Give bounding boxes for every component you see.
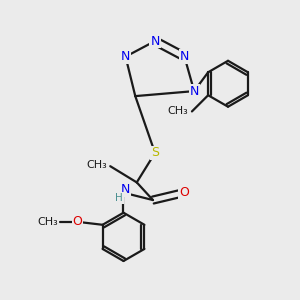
Text: O: O	[179, 186, 189, 199]
Text: N: N	[150, 34, 160, 48]
Text: CH₃: CH₃	[87, 160, 107, 170]
Text: H: H	[115, 193, 123, 203]
Text: N: N	[121, 183, 130, 196]
Text: O: O	[73, 215, 82, 228]
Text: CH₃: CH₃	[168, 106, 188, 116]
Text: N: N	[180, 50, 189, 63]
Text: S: S	[151, 146, 159, 159]
Text: CH₃: CH₃	[38, 217, 58, 227]
Text: N: N	[190, 85, 199, 98]
Text: N: N	[121, 50, 130, 63]
